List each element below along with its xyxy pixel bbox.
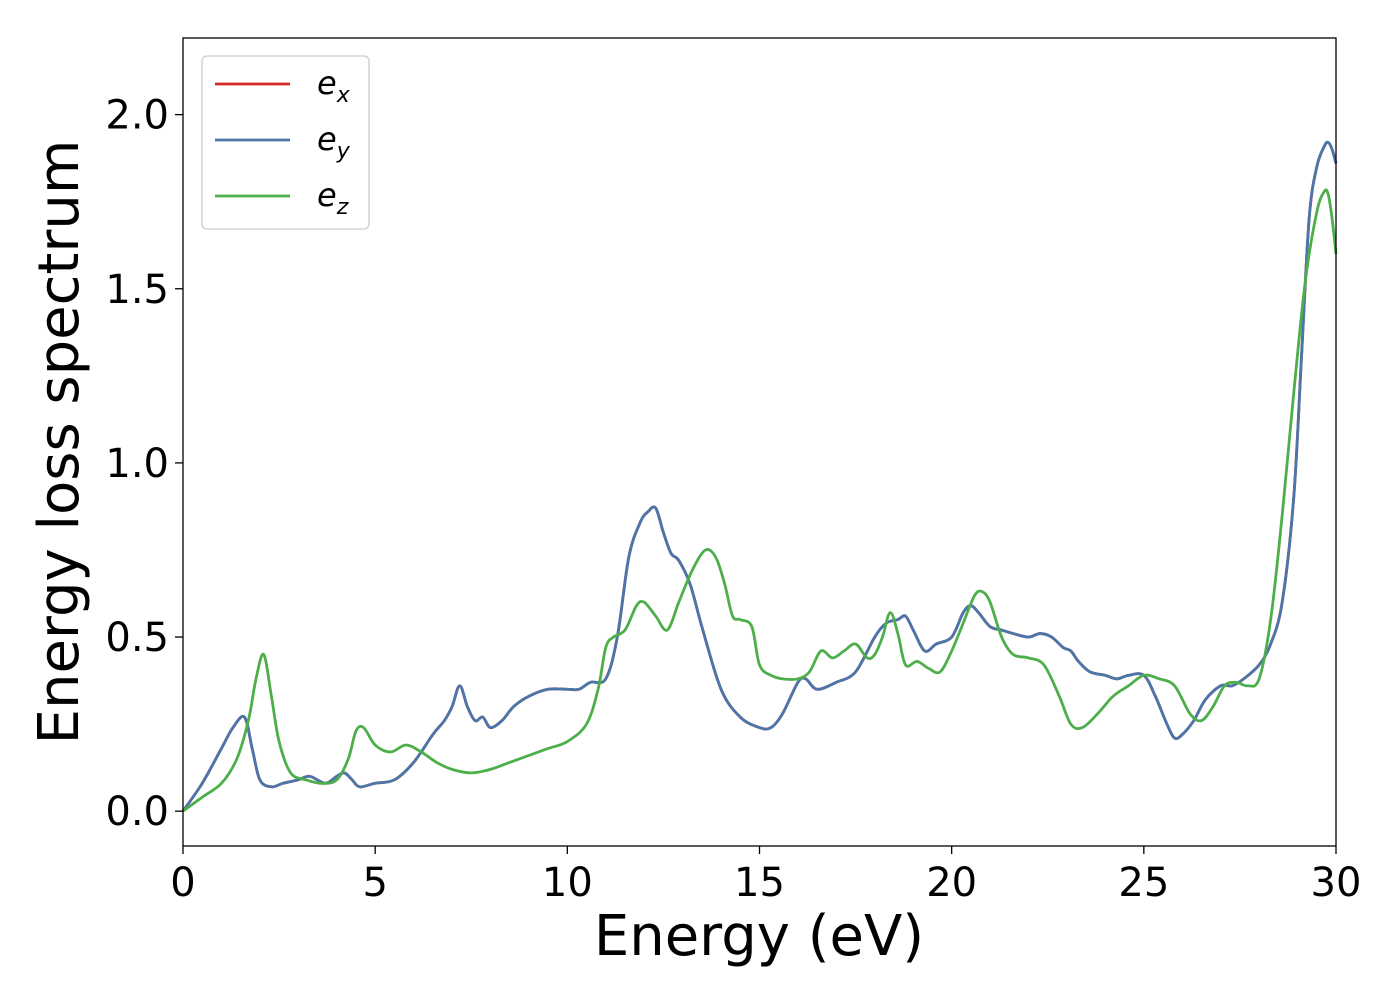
- x-tick-label: 5: [362, 860, 387, 906]
- legend-label-ez: ez: [317, 176, 349, 220]
- x-axis: 0 5 10 15 20 25 30: [170, 846, 1361, 906]
- x-tick-label: 0: [170, 860, 195, 906]
- y-axis: 0.0 0.5 1.0 1.5 2.0: [105, 93, 183, 835]
- x-tick-label: 10: [542, 860, 593, 906]
- y-axis-label: Energy loss spectrum: [27, 140, 92, 745]
- series-line-ey: [181, 140, 1338, 812]
- legend-box: [201, 55, 370, 230]
- series-layer: [181, 140, 1338, 813]
- y-tick-label: 0.0: [105, 789, 169, 835]
- legend-label-ex: ex: [317, 64, 351, 108]
- x-tick-label: 25: [1118, 860, 1169, 906]
- y-tick-label: 1.0: [105, 441, 169, 487]
- y-tick-label: 2.0: [105, 93, 169, 139]
- x-tick-label: 30: [1311, 860, 1362, 906]
- x-axis-label: Energy (eV): [594, 904, 924, 969]
- legend-label-ey: ey: [317, 120, 351, 164]
- series-line-ez: [182, 188, 1338, 813]
- y-tick-label: 1.5: [105, 267, 169, 313]
- legend: ex ey ez: [201, 55, 370, 230]
- x-tick-label: 20: [926, 860, 977, 906]
- x-tick-label: 15: [734, 860, 785, 906]
- y-tick-label: 0.5: [105, 615, 169, 661]
